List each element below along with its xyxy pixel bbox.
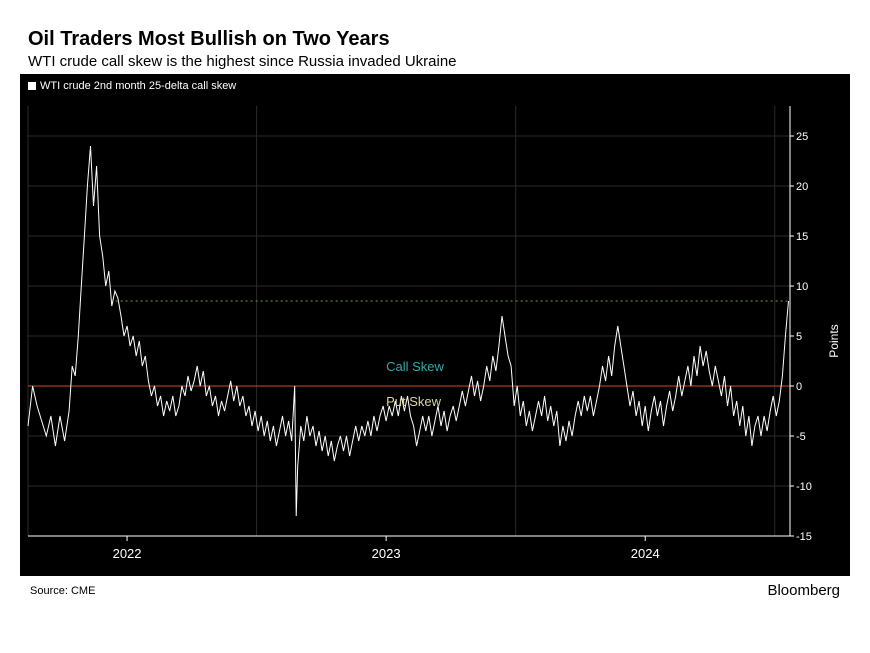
plot-area: -15 -10 -5 0 5 10 15 20 25 2022 2023 2024 Points Call… [20, 96, 850, 576]
svg-text:20: 20 [796, 181, 808, 193]
svg-text:2024: 2024 [631, 546, 660, 561]
chart-subtitle: WTI crude call skew is the highest since… [28, 53, 850, 70]
svg-text:-5: -5 [796, 431, 806, 443]
chart-container: Oil Traders Most Bullish on Two Years WT… [20, 20, 850, 640]
svg-text:2023: 2023 [372, 546, 401, 561]
svg-text:5: 5 [796, 331, 802, 343]
chart-header: Oil Traders Most Bullish on Two Years WT… [20, 20, 850, 74]
svg-text:15: 15 [796, 231, 808, 243]
svg-text:10: 10 [796, 281, 808, 293]
svg-text:0: 0 [796, 381, 802, 393]
brand-label: Bloomberg [767, 582, 840, 599]
svg-text:Points: Points [827, 324, 841, 357]
svg-text:Put Skew: Put Skew [386, 394, 442, 409]
legend-marker-icon [28, 82, 36, 90]
chart-svg: -15 -10 -5 0 5 10 15 20 25 2022 2023 2024 Points Call… [20, 96, 850, 576]
svg-text:25: 25 [796, 131, 808, 143]
svg-text:2022: 2022 [113, 546, 142, 561]
legend-label: WTI crude 2nd month 25-delta call skew [40, 80, 236, 92]
svg-text:-15: -15 [796, 531, 812, 543]
chart-title: Oil Traders Most Bullish on Two Years [28, 28, 850, 51]
legend: WTI crude 2nd month 25-delta call skew [20, 74, 850, 96]
source-label: Source: CME [30, 585, 95, 597]
chart-footer: Source: CME Bloomberg [20, 576, 850, 605]
svg-text:-10: -10 [796, 481, 812, 493]
svg-text:Call Skew: Call Skew [386, 359, 444, 374]
